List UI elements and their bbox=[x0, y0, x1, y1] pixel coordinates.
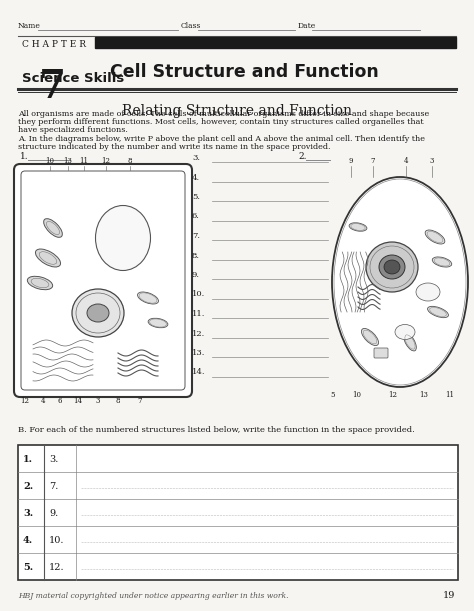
Text: 7.: 7. bbox=[192, 232, 200, 240]
Text: Cell Structure and Function: Cell Structure and Function bbox=[110, 63, 379, 81]
Text: 11: 11 bbox=[80, 157, 89, 165]
Text: 5.: 5. bbox=[23, 563, 33, 572]
Text: Class: Class bbox=[181, 22, 201, 30]
Text: 7: 7 bbox=[371, 157, 375, 165]
Ellipse shape bbox=[44, 219, 63, 237]
Text: 8: 8 bbox=[116, 397, 120, 405]
Ellipse shape bbox=[379, 255, 405, 279]
Text: 1.: 1. bbox=[20, 152, 28, 161]
Text: Relating Structure and Function: Relating Structure and Function bbox=[122, 104, 352, 118]
Bar bbox=[18, 445, 458, 580]
Text: 4.: 4. bbox=[23, 536, 33, 545]
Ellipse shape bbox=[332, 177, 468, 387]
Text: 12: 12 bbox=[101, 157, 110, 165]
Ellipse shape bbox=[36, 249, 61, 267]
Bar bbox=[95, 37, 456, 48]
Ellipse shape bbox=[428, 306, 448, 318]
Text: 11.: 11. bbox=[192, 310, 205, 318]
Text: 2.: 2. bbox=[298, 152, 307, 161]
Ellipse shape bbox=[27, 276, 53, 290]
Text: 3: 3 bbox=[430, 157, 434, 165]
Text: HBJ material copyrighted under notice appearing earlier in this work.: HBJ material copyrighted under notice ap… bbox=[18, 592, 289, 600]
Text: 8.: 8. bbox=[192, 252, 200, 260]
Text: 9: 9 bbox=[349, 157, 353, 165]
Text: 4: 4 bbox=[41, 397, 45, 405]
Text: 13: 13 bbox=[419, 391, 428, 399]
Ellipse shape bbox=[432, 257, 452, 267]
Text: 8: 8 bbox=[128, 157, 132, 165]
Text: 1.: 1. bbox=[23, 455, 33, 464]
Ellipse shape bbox=[87, 304, 109, 322]
Text: 10.: 10. bbox=[49, 536, 64, 545]
Text: Science Skills: Science Skills bbox=[22, 72, 124, 85]
Ellipse shape bbox=[384, 260, 400, 274]
Text: 13.: 13. bbox=[192, 349, 205, 357]
Text: 19: 19 bbox=[443, 591, 455, 600]
Text: 7: 7 bbox=[138, 397, 142, 405]
Text: 6: 6 bbox=[58, 397, 62, 405]
Text: Name: Name bbox=[18, 22, 41, 30]
Text: 12.: 12. bbox=[192, 329, 205, 337]
Ellipse shape bbox=[416, 283, 440, 301]
Text: have specialized functions.: have specialized functions. bbox=[18, 126, 128, 134]
Text: 3: 3 bbox=[96, 397, 100, 405]
Text: C H A P T E R: C H A P T E R bbox=[22, 40, 86, 49]
Text: 3.: 3. bbox=[192, 154, 200, 162]
Text: 10.: 10. bbox=[192, 290, 205, 299]
Ellipse shape bbox=[404, 333, 416, 351]
Text: 12.: 12. bbox=[49, 563, 64, 572]
Text: 9.: 9. bbox=[192, 271, 200, 279]
Text: 3.: 3. bbox=[49, 455, 58, 464]
Text: 9.: 9. bbox=[49, 509, 58, 518]
Text: 5: 5 bbox=[331, 391, 335, 399]
Text: 6.: 6. bbox=[192, 213, 200, 221]
Text: 3.: 3. bbox=[23, 509, 33, 518]
Ellipse shape bbox=[366, 242, 418, 292]
Text: structure indicated by the number and write its name in the space provided.: structure indicated by the number and wr… bbox=[18, 143, 330, 151]
Ellipse shape bbox=[72, 289, 124, 337]
Text: 10: 10 bbox=[353, 391, 362, 399]
Text: 12: 12 bbox=[20, 397, 29, 405]
Ellipse shape bbox=[425, 230, 445, 244]
Text: Date: Date bbox=[298, 22, 316, 30]
Text: they perform different functions. Most cells, however, contain tiny structures c: they perform different functions. Most c… bbox=[18, 118, 424, 126]
Text: 13: 13 bbox=[64, 157, 73, 165]
Ellipse shape bbox=[395, 324, 415, 340]
Text: 10: 10 bbox=[46, 157, 55, 165]
Text: 14: 14 bbox=[73, 397, 82, 405]
Text: B. For each of the numbered structures listed below, write the function in the s: B. For each of the numbered structures l… bbox=[18, 426, 415, 434]
Text: 7.: 7. bbox=[49, 482, 58, 491]
Text: 12: 12 bbox=[389, 391, 398, 399]
Text: 4: 4 bbox=[404, 157, 408, 165]
Text: 7: 7 bbox=[38, 68, 65, 106]
Ellipse shape bbox=[349, 223, 367, 231]
FancyBboxPatch shape bbox=[374, 348, 388, 358]
Text: 5.: 5. bbox=[192, 193, 200, 201]
FancyBboxPatch shape bbox=[14, 164, 192, 397]
Ellipse shape bbox=[362, 329, 379, 346]
Text: 4.: 4. bbox=[192, 174, 200, 181]
Ellipse shape bbox=[148, 318, 168, 327]
Ellipse shape bbox=[95, 205, 151, 271]
Text: 11: 11 bbox=[446, 391, 455, 399]
Text: All organisms are made of cells. The cells of multicellular organisms differ in : All organisms are made of cells. The cel… bbox=[18, 110, 429, 118]
Text: 2.: 2. bbox=[23, 482, 33, 491]
Ellipse shape bbox=[137, 292, 158, 304]
Text: 14.: 14. bbox=[192, 368, 206, 376]
Text: A. In the diagrams below, write P above the plant cell and A above the animal ce: A. In the diagrams below, write P above … bbox=[18, 135, 425, 143]
